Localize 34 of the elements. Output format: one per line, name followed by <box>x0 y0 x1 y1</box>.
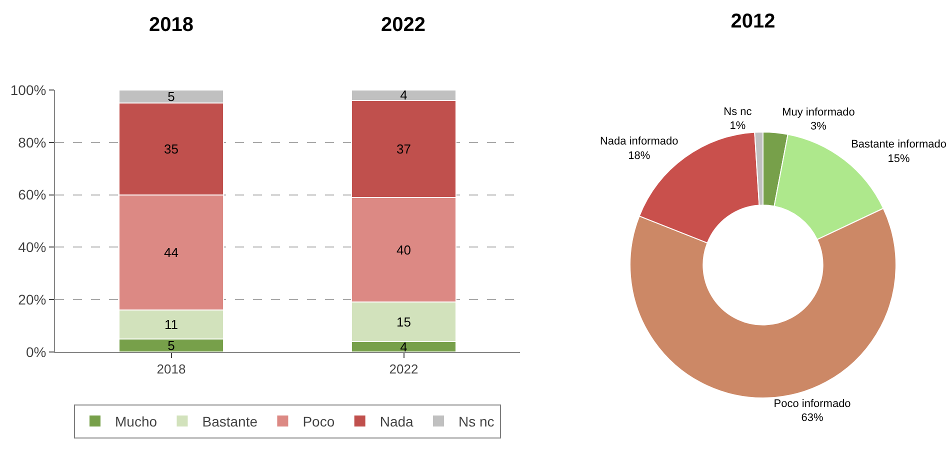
data-label: 15 <box>396 314 411 330</box>
y-tick-label: 40% <box>18 239 46 256</box>
y-tick-label: 100% <box>10 82 46 98</box>
data-label: 15% <box>888 152 910 165</box>
data-label: 44 <box>164 244 178 260</box>
data-label: 5 <box>168 338 175 353</box>
legend-label: Poco <box>302 413 335 430</box>
data-label: 18% <box>628 150 650 162</box>
chart-title: 2012 <box>730 10 776 32</box>
legend-label: Bastante <box>202 413 258 430</box>
legend-label: Nada <box>380 413 414 430</box>
text: 2022 <box>381 14 426 36</box>
data-label: 4 <box>400 88 408 103</box>
legend-label: Ns nc <box>458 413 494 430</box>
slice-label: Ns nc <box>724 106 752 118</box>
slice-label: Nada informado <box>600 136 678 148</box>
legend-label: Mucho <box>115 413 158 430</box>
data-label: 37 <box>396 141 411 156</box>
slice-label: Poco informado <box>774 398 851 410</box>
slice-label: Muy informado <box>782 106 855 118</box>
data-label: 40 <box>396 242 411 258</box>
data-label: 4 <box>400 339 408 354</box>
data-label: 63% <box>801 412 824 424</box>
y-tick-label: 60% <box>18 186 46 203</box>
data-label: 35 <box>164 141 178 156</box>
data-label: 5 <box>168 89 175 104</box>
y-tick-label: 80% <box>18 134 46 150</box>
y-tick-label: 0% <box>26 344 46 360</box>
data-label: 3% <box>810 120 827 133</box>
data-label: 1% <box>730 120 746 132</box>
text: 2018 <box>149 14 194 36</box>
y-tick-label: 20% <box>18 292 46 308</box>
slice-label: Bastante informado <box>851 138 946 151</box>
data-label: 11 <box>164 316 178 332</box>
